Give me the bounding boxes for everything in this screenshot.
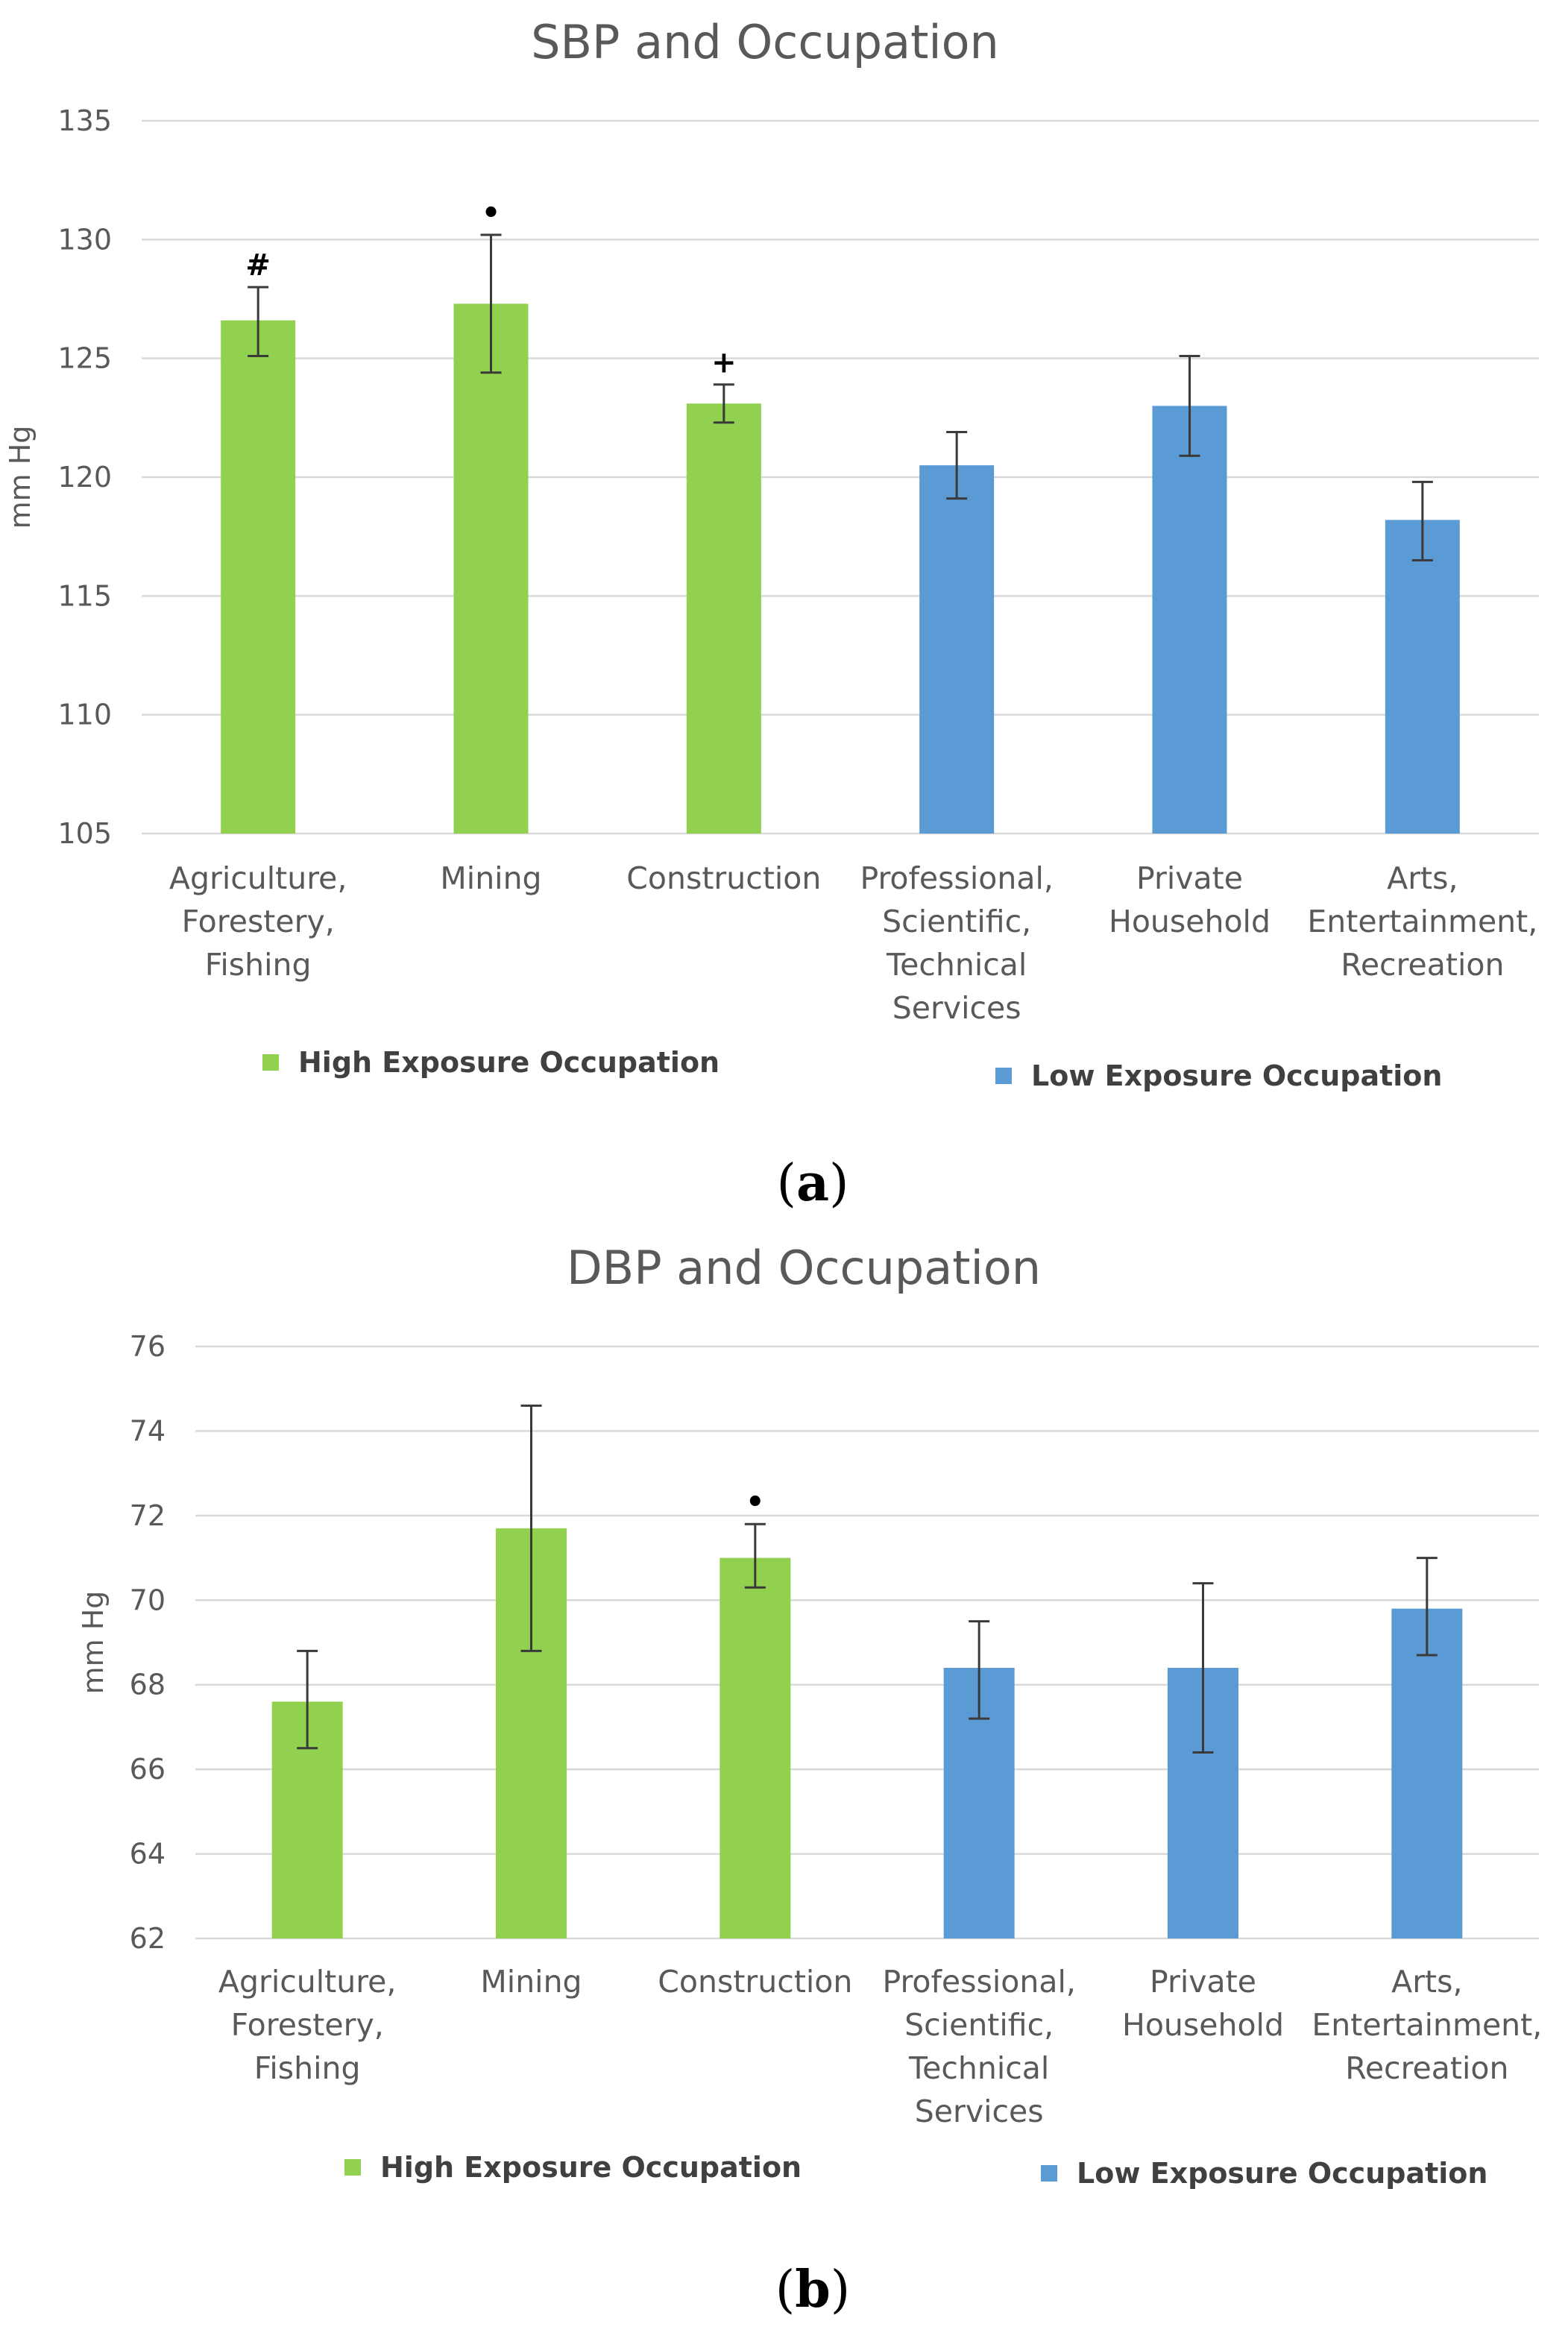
bar <box>221 320 296 834</box>
y-tick-label: 120 <box>57 461 112 494</box>
y-tick-label: 66 <box>130 1753 166 1786</box>
chart-title: DBP and Occupation <box>567 1241 1041 1295</box>
y-axis-label: mm Hg <box>77 1591 110 1695</box>
legend-swatch <box>1041 2165 1057 2182</box>
significance-marker: • <box>482 196 501 230</box>
y-tick-label: 64 <box>130 1838 166 1871</box>
y-axis-label: mm Hg <box>4 426 37 529</box>
x-tick-label: Private Household <box>1109 860 1271 939</box>
gridlines: 105 110 115 120 125 130 135 <box>57 104 1539 850</box>
y-tick-label: 110 <box>57 699 112 731</box>
bars: # Agriculture, Forestery, Fishing • Mining + Co… <box>169 196 1537 1026</box>
x-tick-label: Professional, Scientific, Technical Service… <box>882 1964 1075 2129</box>
y-tick-label: 115 <box>57 579 112 612</box>
y-tick-label: 70 <box>130 1584 166 1616</box>
bar <box>686 403 761 834</box>
bar <box>919 465 995 834</box>
significance-marker: # <box>245 248 271 283</box>
bar <box>1385 520 1460 834</box>
legend-swatch <box>344 2159 361 2176</box>
bars: Agriculture, Forestery, Fishing Mining • Cons… <box>218 1404 1542 2129</box>
gridlines: 62 64 66 68 70 72 74 76 <box>130 1330 1539 1955</box>
chart-panel-b: DBP and Occupation mm Hg (b) 62 64 66 68 70 7… <box>77 1241 1542 2319</box>
legend: High Exposure Occupation Low Exposure Occ… <box>262 1046 1442 1092</box>
x-tick-label: Mining <box>440 860 541 896</box>
x-tick-label: Mining <box>480 1964 582 2000</box>
legend-swatch <box>262 1054 279 1071</box>
x-tick-label: Arts, Entertainment, Recreation <box>1312 1964 1542 2086</box>
x-tick-label: Construction <box>658 1964 852 2000</box>
x-tick-label: Agriculture, Forestery, Fishing <box>169 860 347 983</box>
y-tick-label: 72 <box>130 1499 166 1532</box>
y-tick-label: 68 <box>130 1669 166 1701</box>
y-tick-label: 135 <box>57 104 112 137</box>
legend-label: High Exposure Occupation <box>298 1046 720 1079</box>
bar <box>720 1557 791 1938</box>
y-tick-label: 105 <box>57 817 112 850</box>
y-tick-label: 74 <box>130 1414 166 1447</box>
significance-marker: + <box>711 346 737 380</box>
chart-panel-a: SBP and Occupation mm Hg (a) 105 110 115 12… <box>4 15 1539 1213</box>
panel-label: (b) <box>775 2260 851 2319</box>
x-tick-label: Agriculture, Forestery, Fishing <box>218 1964 397 2086</box>
y-tick-label: 125 <box>57 342 112 375</box>
y-tick-label: 130 <box>57 223 112 256</box>
legend: High Exposure Occupation Low Exposure Occ… <box>344 2151 1487 2190</box>
bar <box>453 303 529 834</box>
legend-label: Low Exposure Occupation <box>1077 2157 1487 2190</box>
legend-swatch <box>995 1068 1012 1084</box>
bar <box>1391 1608 1463 1938</box>
chart-title: SBP and Occupation <box>531 15 999 69</box>
panel-label: (a) <box>776 1153 848 1213</box>
legend-label: Low Exposure Occupation <box>1031 1059 1442 1092</box>
x-tick-label: Private Household <box>1122 1964 1284 2043</box>
y-tick-label: 76 <box>130 1330 166 1363</box>
x-tick-label: Construction <box>626 860 821 896</box>
y-tick-label: 62 <box>130 1922 166 1955</box>
bar <box>1152 406 1227 834</box>
legend-label: High Exposure Occupation <box>380 2151 802 2184</box>
x-tick-label: Professional, Scientific, Technical Service… <box>860 860 1053 1026</box>
x-tick-label: Arts, Entertainment, Recreation <box>1307 860 1537 983</box>
significance-marker: • <box>746 1485 765 1519</box>
